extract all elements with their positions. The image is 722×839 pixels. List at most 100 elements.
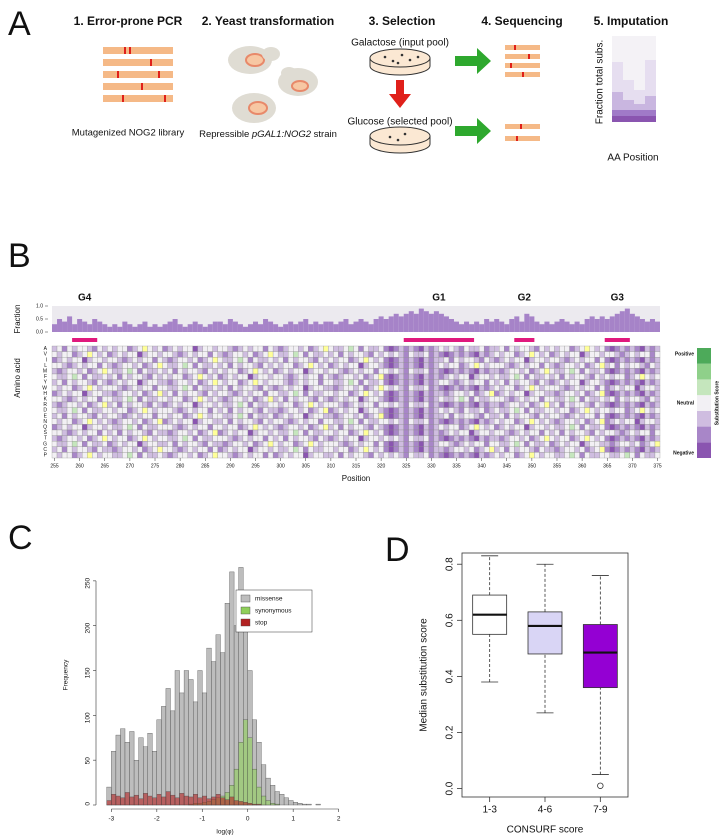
heatmap-cell — [589, 418, 595, 425]
heatmap-cell — [51, 345, 58, 352]
heatmap-cell — [438, 429, 445, 436]
heatmap-cell — [252, 345, 259, 352]
heatmap-cell — [323, 385, 329, 391]
fraction-bar — [639, 319, 645, 332]
step-title: 1. Error-prone PCR — [74, 14, 183, 28]
heatmap-cell — [564, 368, 570, 375]
heatmap-cell — [61, 446, 68, 453]
heatmap-cell — [458, 407, 465, 414]
heatmap-cell — [172, 413, 178, 419]
heatmap-cell — [66, 379, 73, 386]
histogram-bar — [143, 793, 148, 806]
domain-bar — [604, 338, 630, 342]
heatmap-cell — [122, 418, 128, 425]
heatmap-cell — [122, 396, 128, 403]
heatmap-cell — [554, 385, 560, 391]
heatmap-cell — [473, 452, 480, 459]
heatmap-cell — [277, 413, 284, 419]
heatmap-cell — [393, 345, 399, 352]
heatmap-cell — [499, 446, 505, 453]
heatmap-cell — [328, 407, 334, 414]
heatmap-cell — [408, 345, 414, 352]
heatmap-cell — [624, 407, 631, 414]
heatmap-cell — [473, 407, 480, 414]
y-tick-label: 0.8 — [445, 557, 456, 571]
heatmap-cell — [267, 429, 274, 436]
x-tick-label: 350 — [528, 463, 537, 469]
heatmap-cell — [92, 429, 98, 436]
heatmap-cell — [323, 452, 329, 459]
heatmap-cell — [237, 351, 244, 358]
fraction-bar — [122, 321, 128, 332]
heatmap-cell — [378, 441, 384, 447]
heatmap-cell — [564, 351, 570, 358]
heatmap-cell — [172, 345, 178, 352]
heatmap-cell — [614, 373, 620, 380]
heatmap-cell — [403, 345, 409, 352]
heatmap-cell — [559, 379, 565, 386]
heatmap-cell — [609, 396, 615, 403]
heatmap-cell — [76, 446, 83, 453]
heatmap-cell — [443, 368, 450, 375]
heatmap-cell — [504, 452, 510, 459]
fraction-bar — [479, 324, 485, 332]
histogram-bar — [293, 802, 298, 806]
histogram-bar — [215, 634, 221, 806]
heatmap-cell — [463, 446, 470, 453]
x-tick-label: 295 — [251, 463, 260, 469]
heatmap-cell — [654, 385, 661, 391]
heatmap-cell — [177, 441, 183, 447]
heatmap-cell — [473, 390, 480, 397]
heatmap-cell — [489, 368, 495, 375]
heatmap-cell — [554, 345, 560, 352]
fraction-bar — [634, 316, 640, 332]
heatmap-cell — [458, 368, 465, 375]
heatmap-cell — [403, 351, 409, 358]
heatmap-cell — [423, 373, 430, 380]
heatmap-cell — [343, 429, 349, 436]
fraction-bar — [117, 326, 123, 332]
heatmap-cell — [272, 373, 279, 380]
heatmap-cell — [61, 429, 68, 436]
heatmap-cell — [61, 401, 68, 408]
heatmap-cell — [448, 435, 455, 442]
x-tick-label: 320 — [377, 463, 386, 469]
heatmap-cell — [564, 362, 570, 369]
heatmap-cell — [66, 413, 73, 419]
heatmap-cell — [237, 396, 244, 403]
heatmap-cell — [132, 345, 138, 352]
heatmap-cell — [483, 441, 490, 447]
heatmap-cell — [272, 351, 279, 358]
heatmap-cell — [353, 418, 359, 425]
heatmap-cell — [192, 351, 198, 358]
heatmap-cell — [524, 385, 530, 391]
heatmap-cell — [494, 362, 500, 369]
fraction-bar — [509, 319, 515, 332]
heatmap-cell — [257, 390, 264, 397]
heatmap-cell — [443, 373, 450, 380]
heatmap-cell — [378, 368, 384, 375]
heatmap-cell — [122, 390, 128, 397]
heatmap-cell — [348, 435, 354, 442]
heatmap-cell — [323, 418, 329, 425]
heatmap-cell — [649, 362, 656, 369]
heatmap-cell — [182, 407, 188, 414]
heatmap-cell — [529, 357, 535, 363]
fraction-bar — [459, 324, 465, 332]
heatmap-cell — [413, 379, 419, 386]
heatmap-cell — [363, 441, 369, 447]
heatmap-cell — [162, 441, 168, 447]
heatmap-cell — [579, 368, 585, 375]
heatmap-cell — [71, 345, 78, 352]
heatmap-cell — [298, 373, 304, 380]
heatmap-cell — [423, 345, 430, 352]
heatmap-cell — [318, 452, 324, 459]
heatmap-cell — [237, 424, 244, 431]
heatmap-cell — [107, 357, 113, 363]
heatmap-cell — [66, 452, 73, 459]
heatmap-cell — [478, 435, 485, 442]
heatmap-cell — [222, 424, 229, 431]
heatmap-cell — [71, 446, 78, 453]
colorbar-swatch — [697, 379, 711, 396]
heatmap-cell — [473, 424, 480, 431]
